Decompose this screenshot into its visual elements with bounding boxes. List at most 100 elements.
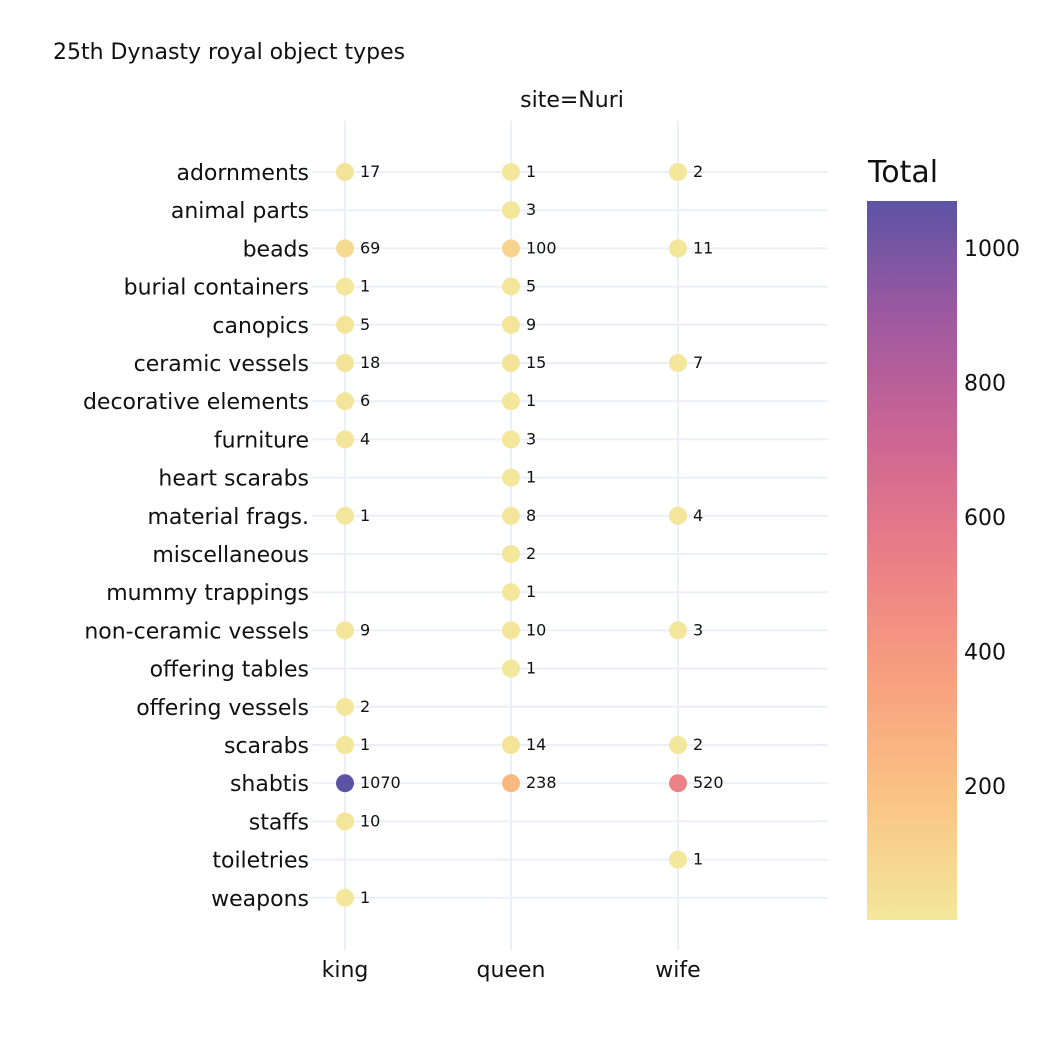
data-label: 238 <box>526 773 557 792</box>
data-label: 18 <box>360 353 380 372</box>
data-label: 1 <box>526 162 536 181</box>
data-point <box>669 354 687 372</box>
data-label: 2 <box>693 162 703 181</box>
y-tick-label: adornments <box>176 161 309 186</box>
data-point <box>336 736 354 754</box>
data-label: 1 <box>693 850 703 869</box>
data-label: 4 <box>360 429 370 448</box>
y-tick-label: non-ceramic vessels <box>84 619 309 644</box>
data-point <box>669 774 687 793</box>
data-point <box>336 506 354 525</box>
data-label: 9 <box>360 620 370 639</box>
data-point <box>669 621 687 640</box>
data-point <box>669 239 687 258</box>
data-label: 1 <box>360 506 370 525</box>
y-tick-label: offering tables <box>150 658 309 683</box>
data-point <box>502 583 520 602</box>
y-tick-label: canopics <box>212 314 309 339</box>
data-label: 1 <box>526 659 536 678</box>
colorbar-tick-label: 400 <box>964 641 1006 666</box>
data-label: 17 <box>360 162 380 181</box>
y-tick-label: miscellaneous <box>152 543 309 568</box>
data-point <box>336 239 354 258</box>
data-label: 3 <box>526 200 536 219</box>
data-point <box>502 315 520 334</box>
colorbar-tick-label: 200 <box>964 775 1006 800</box>
data-point <box>502 659 520 678</box>
facet-label: site=Nuri <box>520 88 624 113</box>
data-label: 4 <box>693 506 703 525</box>
data-point <box>336 430 354 449</box>
y-tick-label: material frags. <box>147 505 309 530</box>
colorbar-ticks: 200 400 600 800 1000 <box>964 237 1020 800</box>
y-tick-label: scarabs <box>224 734 309 759</box>
data-label: 1070 <box>360 773 401 792</box>
data-point <box>336 163 354 181</box>
data-label: 14 <box>526 735 546 754</box>
data-point <box>502 545 520 563</box>
data-label: 6 <box>360 391 370 410</box>
data-point <box>502 468 520 487</box>
data-label: 1 <box>526 468 536 487</box>
data-label: 1 <box>526 391 536 410</box>
data-point <box>669 506 687 525</box>
data-label: 1 <box>360 277 370 296</box>
x-tick-label: queen <box>477 958 546 983</box>
data-label: 2 <box>526 544 536 563</box>
x-axis-labels: king queen wife <box>322 958 701 983</box>
gridlines <box>312 121 828 950</box>
data-label: 11 <box>693 238 713 257</box>
data-label: 15 <box>526 353 546 372</box>
data-point <box>336 277 354 296</box>
colorbar-tick-label: 800 <box>964 372 1006 397</box>
data-point <box>502 201 520 220</box>
data-point <box>669 850 687 869</box>
data-point <box>336 354 354 372</box>
data-point <box>336 888 354 907</box>
y-tick-label: staffs <box>249 810 309 835</box>
y-tick-label: animal parts <box>171 199 309 224</box>
chart-title: 25th Dynasty royal object types <box>53 40 405 65</box>
data-label: 10 <box>360 811 380 830</box>
colorbar: Total 200 400 600 800 1000 <box>867 155 1020 920</box>
data-label: 5 <box>360 315 370 334</box>
data-point <box>336 315 354 334</box>
y-tick-label: heart scarabs <box>158 467 309 492</box>
data-label: 1 <box>526 582 536 601</box>
colorbar-gradient <box>867 201 957 920</box>
colorbar-title: Total <box>867 155 938 190</box>
data-label: 2 <box>360 697 370 716</box>
data-label: 520 <box>693 773 724 792</box>
data-point <box>502 774 520 793</box>
data-label: 2 <box>693 735 703 754</box>
data-label: 3 <box>526 429 536 448</box>
data-label: 3 <box>693 620 703 639</box>
data-point <box>502 621 520 640</box>
data-label: 1 <box>360 888 370 907</box>
y-tick-label: furniture <box>214 428 309 453</box>
x-tick-label: king <box>322 958 369 983</box>
data-point <box>502 277 520 296</box>
data-label: 8 <box>526 506 536 525</box>
data-label: 69 <box>360 238 380 257</box>
y-tick-label: mummy trappings <box>106 581 309 606</box>
data-label: 1 <box>360 735 370 754</box>
data-point <box>336 392 354 411</box>
data-point <box>669 163 687 181</box>
data-label: 100 <box>526 238 557 257</box>
y-tick-label: offering vessels <box>136 696 309 721</box>
data-point <box>669 736 687 754</box>
data-point <box>502 163 520 181</box>
y-tick-label: beads <box>243 237 309 262</box>
y-tick-label: burial containers <box>124 276 309 301</box>
data-label: 9 <box>526 315 536 334</box>
data-label: 5 <box>526 277 536 296</box>
data-point <box>336 812 354 831</box>
data-point <box>502 239 520 258</box>
data-label: 7 <box>693 353 703 372</box>
data-label: 10 <box>526 620 546 639</box>
x-tick-label: wife <box>655 958 700 983</box>
